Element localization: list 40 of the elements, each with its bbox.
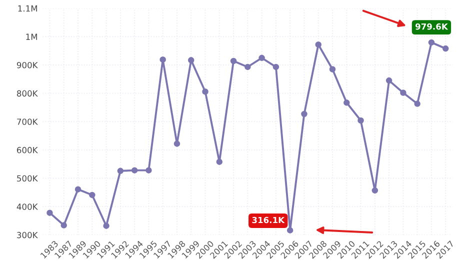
point — [329, 66, 336, 72]
y-tick-label: 700K — [17, 118, 38, 125]
point — [400, 90, 406, 96]
point — [216, 158, 223, 165]
y-tick-label: 1M — [26, 34, 37, 40]
point — [344, 100, 350, 106]
point — [46, 210, 53, 216]
annotation: 979.6K — [415, 23, 448, 30]
y-tick-label: 800K — [16, 90, 38, 97]
point — [358, 117, 364, 124]
point — [386, 77, 392, 84]
y-tick-label: 300K — [17, 232, 38, 238]
y-tick-label: 900K — [16, 62, 38, 68]
point — [230, 58, 237, 64]
annotation: 316.1K — [252, 216, 285, 224]
point — [272, 64, 280, 70]
point — [286, 227, 294, 234]
point — [202, 88, 208, 95]
point — [188, 57, 194, 64]
y-tick-label: 500K — [17, 175, 38, 182]
point — [103, 222, 110, 229]
point — [258, 54, 265, 62]
y-tick-label: 400K — [16, 204, 38, 210]
y-tick-label: 600K — [17, 146, 38, 154]
point — [160, 56, 166, 63]
point — [74, 186, 82, 192]
point — [315, 41, 322, 48]
point — [301, 110, 308, 118]
point — [174, 140, 180, 147]
point — [146, 167, 152, 174]
point — [89, 192, 96, 198]
point — [428, 39, 435, 46]
point — [60, 222, 67, 228]
point — [414, 100, 420, 107]
point — [117, 168, 124, 174]
point — [244, 64, 251, 70]
y-tick-label: 1.1M — [18, 5, 37, 12]
point — [442, 45, 449, 52]
point — [372, 187, 378, 194]
point — [131, 167, 138, 174]
